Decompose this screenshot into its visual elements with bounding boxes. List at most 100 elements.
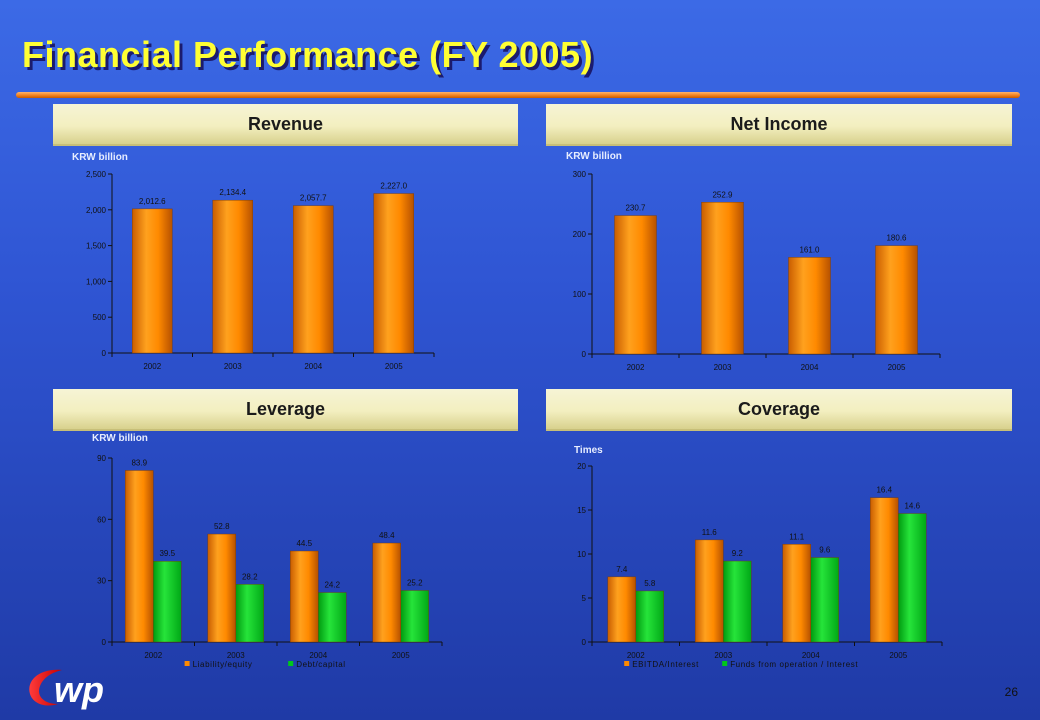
- data-label: 25.2: [407, 578, 423, 587]
- data-label: 28.2: [242, 572, 258, 581]
- bar: [723, 560, 752, 643]
- y-tick-label: 30: [97, 577, 106, 586]
- net-income-chart: 0 100 200 300 2002 2003 2004 2005 230.7 252.9 161.…: [573, 170, 941, 372]
- y-tick-label: 10: [577, 550, 586, 559]
- x-tick-label: 2005: [888, 363, 906, 372]
- data-label: 39.5: [159, 549, 175, 558]
- net-income-unit-label: KRW billion: [566, 151, 622, 162]
- data-label: 161.0: [799, 245, 820, 254]
- x-tick-label: 2002: [627, 363, 645, 372]
- y-tick-label: 1,500: [86, 242, 107, 251]
- bar: [290, 550, 319, 643]
- logo-swoosh-icon: [29, 669, 62, 706]
- legend-swatch: [184, 661, 190, 666]
- bar: [400, 590, 429, 643]
- x-tick-label: 2004: [802, 651, 820, 660]
- legend-swatch: [288, 661, 294, 666]
- y-tick-label: 5: [582, 594, 587, 603]
- bar: [235, 584, 264, 643]
- legend-label: Debt/capital: [296, 660, 345, 669]
- bar: [870, 497, 899, 643]
- company-logo: wp: [29, 669, 104, 710]
- data-label: 16.4: [876, 486, 892, 495]
- y-tick-label: 2,500: [86, 170, 107, 179]
- x-tick-label: 2002: [143, 362, 161, 371]
- y-tick-label: 200: [573, 230, 587, 239]
- bar: [788, 257, 831, 355]
- data-label: 252.9: [712, 190, 733, 199]
- bar: [614, 215, 657, 355]
- x-tick-label: 2002: [627, 651, 645, 660]
- bar: [318, 592, 347, 643]
- bar: [207, 533, 236, 643]
- x-tick-label: 2003: [714, 363, 732, 372]
- coverage-header-label: Coverage: [737, 398, 821, 419]
- bar: [635, 590, 664, 643]
- bar: [782, 544, 811, 643]
- slide-title: Financial Performance (FY 2005): [22, 34, 594, 75]
- revenue-unit-label: KRW billion: [72, 152, 128, 163]
- y-tick-label: 0: [102, 638, 107, 647]
- data-label: 83.9: [131, 458, 147, 467]
- bar: [898, 513, 927, 643]
- x-tick-label: 2004: [304, 362, 322, 371]
- data-label: 7.4: [616, 565, 628, 574]
- bar: [695, 539, 724, 643]
- y-tick-label: 0: [582, 350, 587, 359]
- bar: [607, 576, 636, 643]
- data-label: 44.5: [296, 539, 312, 548]
- y-tick-label: 1,000: [86, 277, 107, 286]
- leverage-panel-header: Leverage: [53, 389, 518, 431]
- leverage-header-label: Leverage: [245, 398, 326, 419]
- data-label: 180.6: [886, 234, 907, 243]
- revenue-panel-header: Revenue: [53, 104, 518, 146]
- x-tick-label: 2004: [309, 651, 327, 660]
- bar: [132, 208, 173, 354]
- coverage-chart: 0 5 10 15 20 2002 2003 2004 2005 7.4 11.6 11.1 16.4 5…: [577, 462, 943, 669]
- data-label: 11.6: [702, 528, 718, 537]
- coverage-unit-label: Times: [574, 445, 603, 456]
- bar: [875, 245, 918, 355]
- y-tick-label: 20: [577, 462, 586, 471]
- bar: [373, 193, 414, 354]
- x-tick-label: 2003: [227, 651, 245, 660]
- legend-swatch: [624, 661, 630, 666]
- bar: [372, 542, 401, 643]
- y-tick-label: 500: [93, 313, 107, 322]
- bar: [212, 199, 253, 354]
- data-label: 9.6: [819, 546, 831, 555]
- bar: [810, 557, 839, 643]
- data-label: 2,227.0: [380, 182, 407, 191]
- data-label: 2,012.6: [139, 197, 166, 206]
- data-label: 230.7: [625, 204, 646, 213]
- data-label: 24.2: [324, 581, 340, 590]
- data-label: 14.6: [904, 502, 920, 511]
- x-tick-label: 2005: [392, 651, 410, 660]
- x-tick-label: 2004: [801, 363, 819, 372]
- y-tick-label: 0: [102, 349, 107, 358]
- legend-label: Liability/equity: [193, 660, 253, 669]
- leverage-unit-label: KRW billion: [92, 433, 148, 444]
- y-tick-label: 0: [582, 638, 587, 647]
- net-income-header-label: Net Income: [730, 113, 828, 134]
- y-tick-label: 100: [573, 290, 587, 299]
- bar: [125, 470, 154, 643]
- legend-label: Funds from operation / Interest: [730, 660, 858, 669]
- bar: [293, 205, 334, 354]
- revenue-header-label: Revenue: [247, 113, 324, 134]
- title-underline: [16, 92, 1020, 98]
- data-label: 52.8: [214, 522, 230, 531]
- x-tick-label: 2003: [224, 362, 242, 371]
- data-label: 11.1: [789, 532, 805, 541]
- data-label: 9.2: [732, 549, 744, 558]
- leverage-chart: 0 30 60 90 2002 2003 2004 2005 83.9 52.8 44.5 48.4 3…: [97, 454, 443, 669]
- page-number: 26: [1004, 685, 1018, 699]
- y-tick-label: 300: [573, 170, 587, 179]
- legend-label: EBITDA/Interest: [632, 660, 699, 669]
- x-tick-label: 2005: [889, 651, 907, 660]
- y-tick-label: 15: [577, 506, 586, 515]
- data-label: 2,057.7: [300, 194, 327, 203]
- logo-text: wp: [54, 669, 104, 710]
- y-tick-label: 2,000: [86, 206, 107, 215]
- y-tick-label: 60: [97, 515, 106, 524]
